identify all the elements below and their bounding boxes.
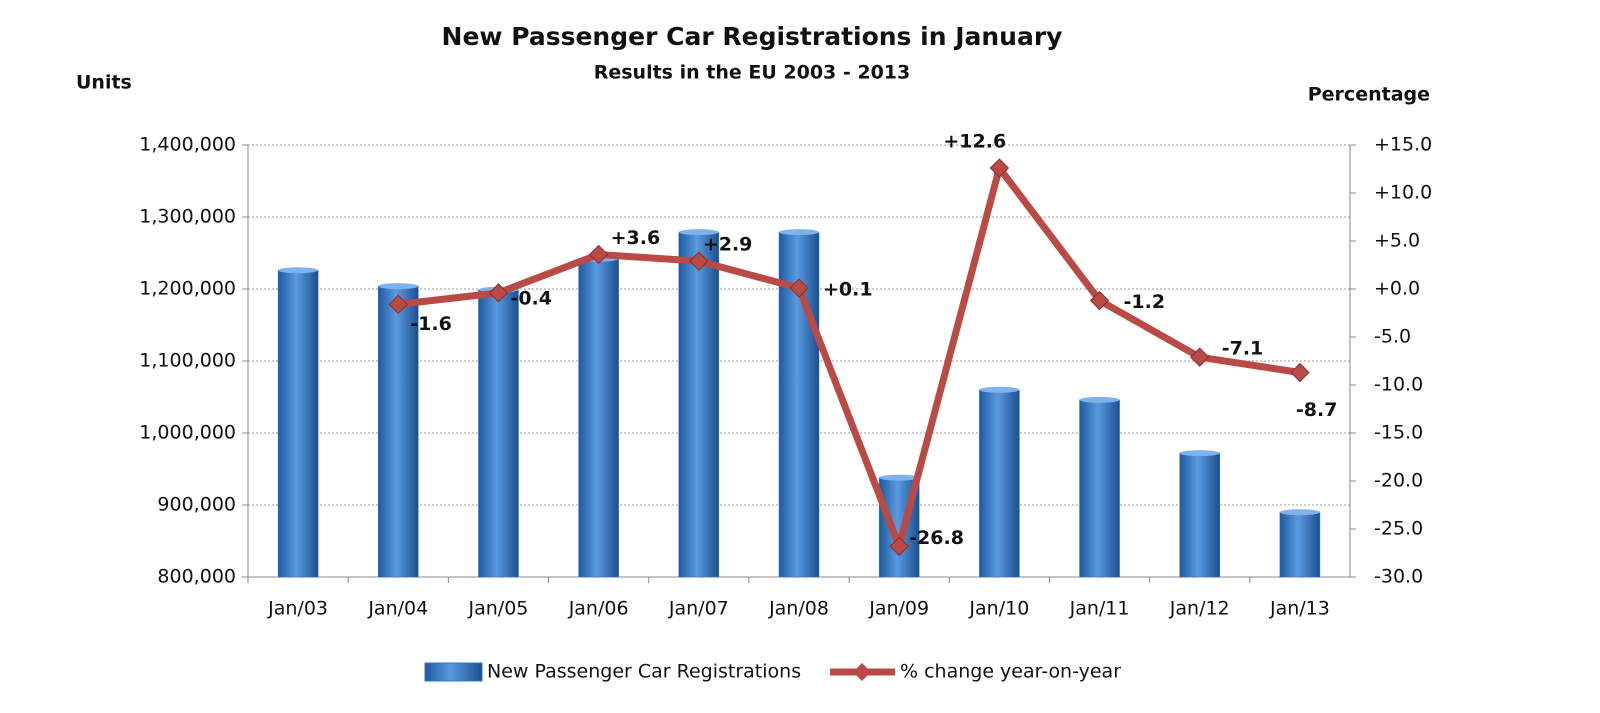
chart-subtitle: Results in the EU 2003 - 2013 (594, 62, 911, 84)
marker (989, 158, 1010, 178)
bar (478, 289, 519, 578)
marker (388, 294, 408, 315)
y-tick-label: 1,100,000 (139, 350, 236, 372)
x-tick-label: Jan/10 (968, 598, 1029, 620)
y-tick-label: 1,200,000 (139, 278, 236, 300)
data-label: +3.6 (611, 227, 661, 249)
data-label: -1.2 (1124, 291, 1166, 313)
x-tick-label: Jan/04 (367, 598, 428, 620)
marker (488, 283, 509, 303)
y-tick-label: 1,000,000 (139, 422, 236, 444)
legend-swatch-marker (853, 663, 871, 681)
data-label: -26.8 (909, 527, 964, 549)
bar (1179, 452, 1220, 578)
x-tick-label: Jan/09 (868, 598, 929, 620)
marker (588, 244, 609, 265)
y-axis-title: Units (76, 72, 132, 94)
marker (689, 251, 709, 271)
y-tick-label: 1,400,000 (139, 134, 236, 156)
y2-tick-label: -30.0 (1374, 566, 1423, 588)
y2-tick-label: +5.0 (1374, 230, 1420, 252)
line (397, 164, 1301, 550)
legend-swatch-bar (424, 662, 483, 682)
y2-tick-label: +10.0 (1374, 182, 1432, 204)
x-tick-label: Jan/05 (468, 598, 529, 620)
marker (1089, 290, 1110, 311)
y2-tick-label: +15.0 (1374, 134, 1432, 156)
y2-tick-label: -15.0 (1374, 422, 1423, 444)
bar-cap (678, 229, 719, 236)
marker (789, 278, 809, 298)
bar (678, 231, 720, 578)
y2-tick-label: +0.0 (1374, 278, 1420, 300)
y2-tick-label: -20.0 (1374, 470, 1423, 492)
x-tick-label: Jan/11 (1069, 598, 1130, 620)
data-label: -8.7 (1296, 399, 1338, 421)
chart-title: New Passenger Car Registrations in Janua… (442, 22, 1063, 51)
legend-label: New Passenger Car Registrations (487, 661, 801, 683)
bar-cap (779, 229, 819, 236)
y-tick-label: 1,300,000 (139, 206, 236, 228)
y2-tick-label: -10.0 (1374, 374, 1423, 396)
bar-cap (1079, 396, 1120, 403)
x-tick-label: Jan/12 (1169, 598, 1230, 620)
bar (378, 285, 419, 578)
marker (1290, 362, 1310, 383)
data-label: +12.6 (943, 131, 1006, 153)
bar-cap (1279, 509, 1320, 516)
bar-cap (879, 474, 920, 481)
bar (1079, 399, 1120, 578)
x-tick-label: Jan/06 (568, 598, 629, 620)
bar-cap (278, 267, 319, 274)
bar (277, 270, 319, 578)
data-label: +2.9 (703, 234, 753, 256)
y2-axis-title: Percentage (1308, 84, 1430, 106)
marker (889, 536, 909, 556)
x-tick-label: Jan/03 (267, 598, 328, 620)
marker (1190, 347, 1210, 367)
x-tick-label: Jan/08 (768, 598, 829, 620)
y-tick-label: 900,000 (157, 494, 236, 516)
x-tick-label: Jan/13 (1269, 598, 1330, 620)
bar-cap (378, 283, 419, 290)
bar (979, 389, 1020, 578)
legend-label: % change year-on-year (900, 661, 1121, 683)
data-label: +0.1 (823, 279, 873, 301)
bar-cap (979, 386, 1020, 393)
data-label: -1.6 (410, 313, 452, 335)
data-label: -0.4 (510, 287, 552, 309)
data-label: -7.1 (1222, 338, 1264, 360)
y-tick-label: 800,000 (157, 566, 236, 588)
bar (578, 258, 619, 578)
y2-tick-label: -5.0 (1374, 326, 1411, 348)
bar-cap (1179, 450, 1220, 457)
x-tick-label: Jan/07 (668, 598, 729, 620)
bar (1279, 511, 1321, 578)
y2-tick-label: -25.0 (1374, 518, 1423, 540)
